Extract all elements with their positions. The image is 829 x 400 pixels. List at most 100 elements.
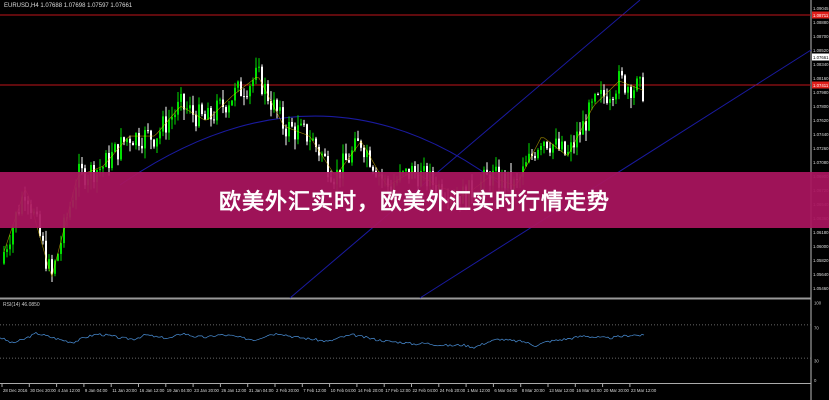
candle-body bbox=[267, 83, 269, 101]
candle-body bbox=[243, 96, 245, 98]
candle-body bbox=[246, 96, 248, 98]
candle-body bbox=[219, 99, 221, 101]
symbol-label: EURUSD,H4 bbox=[4, 3, 39, 9]
candle-body bbox=[561, 141, 563, 150]
candle-body bbox=[546, 141, 548, 149]
price-marker bbox=[812, 53, 829, 61]
candle-body bbox=[567, 151, 569, 155]
candle-body bbox=[555, 138, 557, 145]
candle-body bbox=[369, 150, 371, 167]
candle-body bbox=[162, 116, 164, 132]
candle-body bbox=[600, 89, 602, 95]
candle-body bbox=[111, 151, 113, 169]
candle-body bbox=[570, 142, 572, 152]
candle-body bbox=[573, 142, 575, 148]
candle-body bbox=[186, 108, 188, 110]
candle-body bbox=[321, 153, 323, 156]
candle-body bbox=[549, 148, 551, 153]
price-tick-label: 1.07980 bbox=[813, 90, 829, 95]
candle-body bbox=[609, 99, 611, 103]
candle-body bbox=[495, 166, 497, 171]
candle-body bbox=[189, 105, 191, 109]
candle-body bbox=[576, 131, 578, 148]
time-tick-label: 2 Feb 20:00 bbox=[276, 388, 300, 393]
price-marker-label: 1.08711 bbox=[813, 13, 829, 18]
candle-body bbox=[138, 132, 140, 146]
candle-body bbox=[348, 160, 350, 163]
candle-body bbox=[585, 121, 587, 131]
time-tick-label: 10 Feb 04:00 bbox=[331, 388, 357, 393]
candle-body bbox=[99, 168, 101, 171]
price-tick-label: 1.08340 bbox=[813, 62, 829, 67]
candle-body bbox=[174, 114, 176, 118]
rsi-scale-label: 0 bbox=[814, 378, 817, 383]
candle-body bbox=[153, 139, 155, 147]
price-tick-label: 1.05640 bbox=[813, 272, 829, 277]
price-tick-label: 1.08880 bbox=[813, 20, 829, 25]
candle-body bbox=[276, 99, 278, 111]
candle-body bbox=[615, 93, 617, 100]
rsi-scale-label: 100 bbox=[814, 301, 822, 306]
candle-body bbox=[237, 81, 239, 88]
price-tick-label: 1.07800 bbox=[813, 104, 829, 109]
candle-body bbox=[228, 105, 230, 113]
candle-body bbox=[594, 93, 596, 102]
price-tick-label: 1.06000 bbox=[813, 244, 829, 249]
candle-body bbox=[291, 122, 293, 127]
candle-body bbox=[126, 138, 128, 143]
candle-body bbox=[288, 122, 290, 137]
time-tick-label: 9 Jan 04:00 bbox=[85, 388, 108, 393]
candle-body bbox=[165, 116, 167, 133]
candle-body bbox=[168, 119, 170, 133]
candle-body bbox=[627, 86, 629, 93]
candle-body bbox=[612, 99, 614, 101]
time-tick-label: 30 Dec 20:00 bbox=[30, 388, 56, 393]
candle-body bbox=[597, 93, 599, 95]
channel-curve-line bbox=[119, 115, 521, 201]
candle-body bbox=[198, 104, 200, 127]
candle-body bbox=[252, 80, 254, 87]
candle-body bbox=[639, 77, 641, 79]
candle-body bbox=[210, 107, 212, 120]
candle-body bbox=[351, 150, 353, 163]
candle-body bbox=[141, 145, 143, 149]
time-tick-label: 13 Mar 12:00 bbox=[549, 388, 575, 393]
time-tick-label: 8 Mar 20:00 bbox=[522, 388, 546, 393]
candle-body bbox=[258, 66, 260, 68]
candle-body bbox=[588, 102, 590, 131]
candle-body bbox=[303, 123, 305, 125]
candle-body bbox=[63, 217, 65, 244]
price-marker-label: 1.07661 bbox=[813, 55, 829, 60]
time-tick-label: 31 Jan 04:00 bbox=[249, 388, 274, 393]
rsi-line bbox=[0, 332, 645, 349]
candle-body bbox=[129, 138, 131, 143]
candle-body bbox=[273, 99, 275, 110]
candle-body bbox=[48, 259, 50, 269]
candle-body bbox=[636, 78, 638, 91]
time-tick-label: 16 Mar 04:00 bbox=[576, 388, 602, 393]
candle-body bbox=[582, 121, 584, 135]
time-tick-label: 17 Feb 12:00 bbox=[385, 388, 411, 393]
candle-body bbox=[150, 130, 152, 140]
candle-body bbox=[525, 162, 527, 167]
candle-body bbox=[222, 99, 224, 108]
price-tick-label: 1.08520 bbox=[813, 48, 829, 53]
candle-body bbox=[630, 86, 632, 98]
candle-body bbox=[12, 227, 14, 245]
candle-body bbox=[255, 67, 257, 81]
candle-body bbox=[285, 128, 287, 137]
banner-title: 欧美外汇实时，欧美外汇实时行情走势 bbox=[218, 190, 610, 215]
rsi-scale-label: 70 bbox=[814, 325, 819, 330]
candle-body bbox=[105, 152, 107, 168]
candle-body bbox=[309, 140, 311, 142]
candle-body bbox=[81, 163, 83, 169]
time-tick-label: 23 Mar 12:00 bbox=[631, 388, 657, 393]
candle-body bbox=[114, 144, 116, 152]
time-tick-label: 19 Jan 04:00 bbox=[167, 388, 192, 393]
candle-body bbox=[372, 166, 374, 171]
candle-body bbox=[201, 104, 203, 115]
candle-body bbox=[144, 130, 146, 149]
candle-body bbox=[6, 249, 8, 252]
price-tick-label: 1.09045 bbox=[813, 6, 829, 11]
candle-body bbox=[249, 86, 251, 97]
